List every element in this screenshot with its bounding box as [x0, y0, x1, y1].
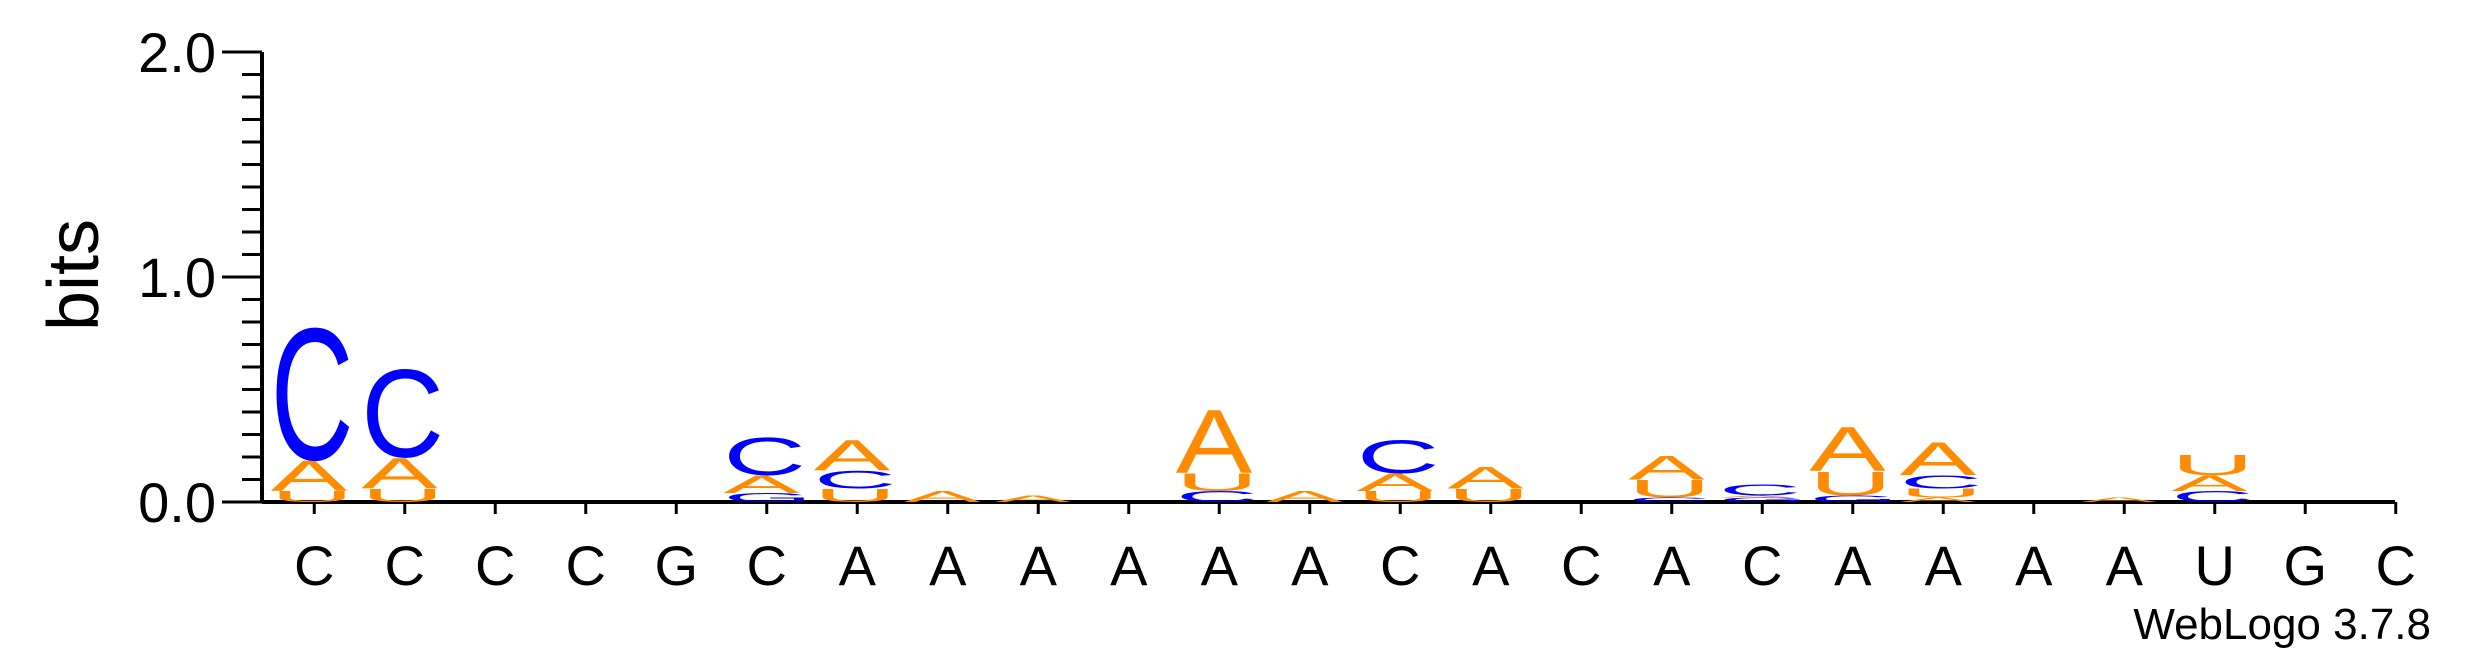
logo-letter-A: A: [1628, 448, 1705, 487]
y-axis-title: bits: [34, 219, 114, 331]
position-label: G: [654, 534, 698, 597]
position-label: C: [2376, 534, 2416, 597]
position-label: A: [2106, 534, 2144, 597]
position-label: G: [2283, 534, 2327, 597]
position-label: C: [1561, 534, 1601, 597]
position-label: C: [294, 534, 334, 597]
logo-letter-A: A: [2081, 496, 2157, 503]
logo-letter-C: C: [361, 344, 444, 484]
position-label: U: [2195, 534, 2235, 597]
weblogo-credit: WebLogo 3.7.8: [2133, 600, 2431, 650]
position-label: A: [1201, 534, 1239, 597]
logo-letter-A: A: [904, 488, 981, 505]
logo-letter-C: C: [723, 427, 806, 487]
position-label: A: [929, 534, 967, 597]
position-label: A: [1472, 534, 1510, 597]
position-label: C: [385, 534, 425, 597]
y-tick-label: 1.0: [138, 246, 216, 309]
logo-letter-A: A: [1447, 460, 1523, 495]
logo-letter-U: U: [2171, 449, 2254, 481]
position-label: C: [747, 534, 787, 597]
position-label: A: [1020, 534, 1058, 597]
logo-letter-A: A: [814, 431, 891, 480]
position-label: A: [2015, 534, 2053, 597]
logo-letter-A: A: [1266, 488, 1343, 505]
logo-letter-C: C: [1719, 481, 1802, 498]
position-label: A: [839, 534, 877, 597]
position-label: A: [1110, 534, 1148, 597]
position-label: A: [1834, 534, 1872, 597]
position-label: C: [1742, 534, 1782, 597]
logo-letter-C: C: [1357, 430, 1440, 483]
position-label: A: [1291, 534, 1329, 597]
logo-letter-C: C: [271, 290, 354, 500]
logo-letter-A: A: [1176, 390, 1252, 492]
position-label: C: [1380, 534, 1420, 597]
logo-letter-A: A: [995, 494, 1073, 505]
position-label: A: [1653, 534, 1691, 597]
y-tick-label: 0.0: [138, 471, 216, 534]
position-label: C: [566, 534, 606, 597]
logo-letter-A: A: [1900, 432, 1977, 485]
y-tick-label: 2.0: [138, 21, 216, 84]
position-label: A: [1925, 534, 1963, 597]
position-label: C: [475, 534, 515, 597]
logo-letter-A: A: [1809, 413, 1886, 484]
